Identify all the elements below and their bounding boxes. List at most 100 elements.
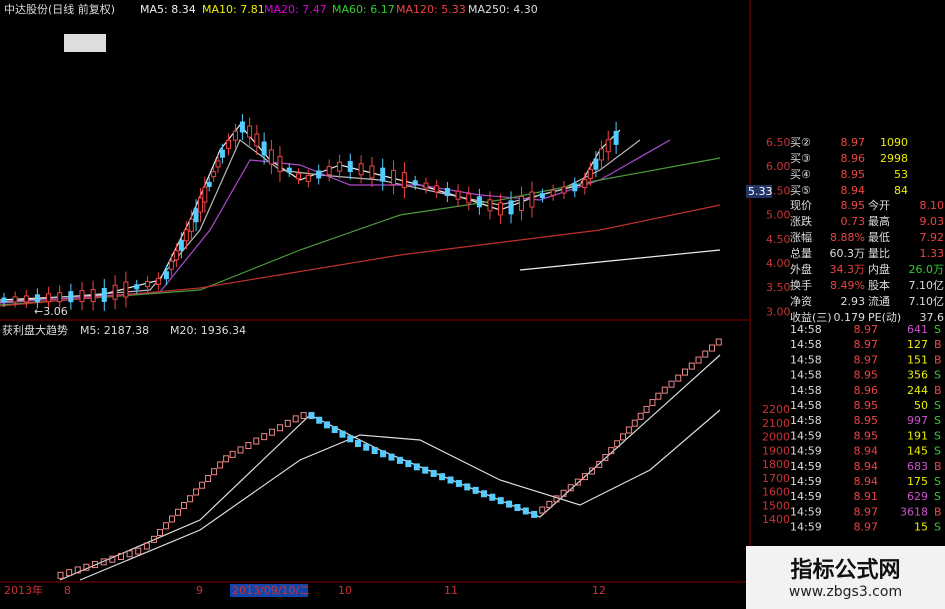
price-label: 6.00 — [766, 160, 791, 173]
date-highlight — [230, 584, 308, 597]
brick — [447, 476, 454, 484]
tick-time: 14:59 — [790, 460, 822, 473]
brick — [464, 483, 471, 491]
tick-price: 8.94 — [854, 475, 879, 488]
stat-value: 34.3万 — [830, 263, 866, 276]
brick — [560, 489, 567, 497]
brick — [522, 507, 529, 515]
indicator-title: 获利盘大趋势 — [2, 323, 68, 337]
brick — [339, 430, 346, 438]
stat-value: 8.95 — [841, 199, 866, 212]
candle — [145, 281, 151, 288]
candle — [219, 149, 225, 158]
candle — [101, 287, 107, 302]
indicator-label: 1600 — [762, 486, 790, 499]
ma-label: MA10: 7.81 — [202, 3, 265, 16]
candle — [550, 189, 556, 196]
brick — [649, 399, 656, 407]
brick — [596, 460, 603, 468]
candle — [401, 172, 407, 189]
brick — [92, 561, 99, 569]
price-label: 4.00 — [766, 257, 791, 270]
brick — [695, 356, 702, 364]
brick — [223, 455, 230, 463]
tick-volume: 683 — [907, 460, 928, 473]
candle — [193, 208, 199, 223]
brick — [539, 506, 546, 514]
tick-time: 14:59 — [790, 445, 822, 458]
candle — [261, 141, 267, 156]
brick — [608, 447, 615, 455]
brick — [455, 479, 462, 487]
brick — [126, 550, 133, 558]
stat-value: 1.33 — [920, 247, 945, 260]
brick — [74, 566, 81, 574]
brick — [480, 490, 487, 498]
candle — [605, 139, 611, 153]
brick — [574, 478, 581, 486]
brick — [589, 467, 596, 475]
stat-label: 股本 — [868, 278, 890, 292]
candle — [572, 183, 578, 192]
candle — [211, 171, 217, 178]
order-label: 买③ — [790, 152, 811, 165]
candle — [380, 167, 386, 182]
tick-side: S — [934, 490, 941, 503]
candle — [215, 160, 221, 168]
brick — [187, 495, 194, 503]
tick-side: S — [934, 399, 941, 412]
candle — [23, 295, 29, 303]
brick — [614, 440, 621, 448]
candle — [476, 196, 482, 208]
brick — [83, 563, 90, 571]
ma-label: MA20: 7.47 — [264, 3, 327, 16]
stat-value: 8.49% — [830, 279, 865, 292]
indicator-label: 2200 — [762, 403, 790, 416]
tick-price: 8.95 — [854, 429, 879, 442]
tick-price: 8.95 — [854, 414, 879, 427]
order-price: 8.95 — [841, 168, 866, 181]
brick — [323, 421, 330, 429]
candle — [247, 125, 253, 138]
tick-time: 14:59 — [790, 475, 822, 488]
candle — [173, 250, 179, 261]
indicator-m5: M5: 2187.38 — [80, 324, 149, 337]
candle — [112, 284, 118, 300]
stat-value: 8.88% — [830, 231, 865, 244]
candle — [391, 169, 397, 185]
button[interactable] — [64, 34, 106, 52]
candle — [296, 173, 302, 180]
brick — [269, 428, 276, 436]
indicator-label: 1900 — [762, 444, 790, 457]
tick-time: 14:59 — [790, 429, 822, 442]
stat-label: 最低 — [868, 231, 890, 244]
tick-volume: 15 — [914, 521, 928, 534]
stat-label: 内盘 — [868, 262, 890, 276]
brick — [715, 338, 722, 346]
tick-volume: 641 — [907, 323, 928, 336]
stat-value: 8.10 — [920, 199, 945, 212]
brick — [619, 433, 626, 441]
stat-label: PE(动) — [868, 311, 901, 324]
x-label: 2013/09/10/二 — [232, 584, 310, 597]
stat-value: 0.179 — [834, 311, 866, 324]
tick-volume: 191 — [907, 429, 928, 442]
indicator-label: 2100 — [762, 417, 790, 430]
candle — [197, 197, 203, 213]
stat-value: 7.10亿 — [909, 295, 945, 308]
brick — [217, 461, 224, 469]
brick — [625, 426, 632, 434]
price-label: 3.00 — [766, 305, 791, 318]
candle — [358, 163, 364, 176]
candle — [202, 186, 208, 203]
brick — [405, 460, 412, 468]
tick-price: 8.96 — [854, 384, 879, 397]
watermark-name: 指标公式网 — [790, 558, 901, 583]
brick — [422, 466, 429, 474]
brick — [157, 529, 164, 537]
candle — [286, 167, 292, 173]
brick — [169, 515, 176, 523]
brick — [117, 553, 124, 561]
candle — [168, 260, 174, 270]
order-volume: 1090 — [880, 136, 908, 149]
